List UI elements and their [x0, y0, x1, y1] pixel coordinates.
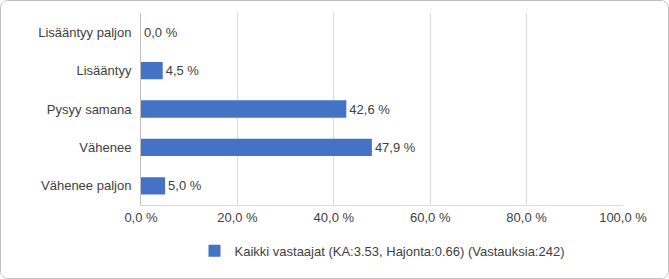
svg-text:Vähenee: Vähenee [79, 140, 131, 155]
svg-text:40,0 %: 40,0 % [314, 210, 355, 225]
svg-text:Lisääntyy: Lisääntyy [76, 63, 131, 78]
svg-text:5,0 %: 5,0 % [168, 178, 202, 193]
svg-text:Lisääntyy paljon: Lisääntyy paljon [38, 25, 131, 40]
svg-text:47,9 %: 47,9 % [375, 140, 416, 155]
svg-text:4,5 %: 4,5 % [166, 63, 200, 78]
svg-text:0,0 %: 0,0 % [144, 25, 178, 40]
svg-text:42,6 %: 42,6 % [349, 102, 390, 117]
svg-text:60,0 %: 60,0 % [410, 210, 451, 225]
svg-text:Kaikki vastaajat (KA:3.53, Haj: Kaikki vastaajat (KA:3.53, Hajonta:0.66)… [235, 244, 565, 259]
svg-text:Vähenee paljon: Vähenee paljon [41, 178, 131, 193]
svg-text:Pysyy samana: Pysyy samana [47, 102, 132, 117]
svg-text:0,0 %: 0,0 % [124, 210, 158, 225]
svg-text:100,0 %: 100,0 % [599, 210, 647, 225]
svg-text:80,0 %: 80,0 % [506, 210, 547, 225]
svg-text:20,0 %: 20,0 % [217, 210, 258, 225]
